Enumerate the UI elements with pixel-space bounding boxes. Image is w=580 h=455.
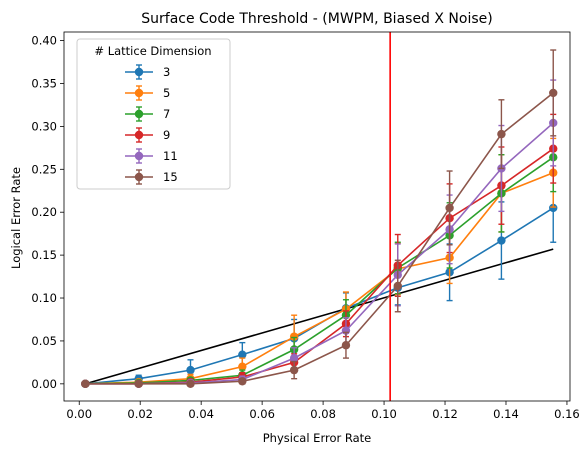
- x-tick-label: 0.04: [188, 407, 214, 421]
- legend-label: 15: [163, 170, 178, 184]
- legend-marker: [134, 151, 144, 161]
- data-point: [549, 203, 558, 213]
- legend: # Lattice Dimension 3 5 7 9 11 15: [76, 38, 231, 190]
- y-tick-label: 0.40: [31, 34, 57, 48]
- y-axis-label: Logical Error Rate: [9, 167, 23, 269]
- x-tick-label: 0.08: [310, 407, 336, 421]
- series-line: [85, 171, 554, 385]
- data-point: [393, 281, 402, 291]
- y-tick-label: 0.00: [31, 377, 57, 391]
- y-tick-label: 0.30: [31, 119, 57, 133]
- legend-title: # Lattice Dimension: [94, 44, 211, 58]
- legend-marker: [134, 88, 144, 98]
- x-tick-label: 0.16: [554, 407, 580, 421]
- data-point: [238, 362, 247, 371]
- x-tick-label: 0.12: [432, 407, 458, 421]
- data-point: [289, 365, 299, 375]
- series-line: [85, 92, 554, 385]
- axes-frame: [63, 31, 571, 402]
- data-point: [238, 377, 247, 386]
- y-tick-label: 0.25: [31, 162, 57, 176]
- series-line: [85, 156, 554, 385]
- y-tick-label: 0.20: [31, 205, 57, 219]
- data-point: [289, 353, 299, 363]
- y-tick-label: 0.05: [31, 334, 57, 348]
- legend-marker: [134, 109, 144, 119]
- series-15: [81, 49, 558, 389]
- data-point: [341, 341, 351, 350]
- legend-label: 3: [163, 65, 170, 79]
- legend-marker: [134, 67, 144, 77]
- x-tick-label: 0.06: [249, 407, 275, 421]
- data-point: [549, 88, 558, 98]
- legend-marker: [134, 130, 144, 140]
- data-point: [238, 350, 247, 359]
- reference-line: [85, 248, 554, 385]
- data-point: [497, 129, 506, 139]
- legend-label: 11: [163, 149, 178, 163]
- x-axis-label: Physical Error Rate: [263, 431, 372, 445]
- x-tick-label: 0.00: [66, 407, 92, 421]
- x-tick-label: 0.14: [493, 407, 519, 421]
- y-tick-label: 0.35: [31, 76, 57, 90]
- x-tick-label: 0.10: [371, 407, 397, 421]
- data-point: [289, 332, 299, 341]
- y-tick-label: 0.10: [31, 291, 57, 305]
- y-tick-label: 0.15: [31, 248, 57, 262]
- data-point: [445, 203, 454, 213]
- data-point: [497, 236, 506, 245]
- legend-label: 7: [163, 107, 170, 121]
- data-point: [186, 365, 195, 375]
- plot-area: 0.00 0.02 0.04 0.06 0.08 0.10 0.12 0.14 0.16 0.00…: [31, 31, 580, 421]
- data-point: [134, 379, 143, 389]
- x-tick-label: 0.02: [127, 407, 153, 421]
- data-point: [81, 379, 90, 389]
- legend-box: [76, 38, 231, 190]
- chart-title: Surface Code Threshold - (MWPM, Biased X…: [141, 11, 492, 27]
- legend-marker: [134, 172, 144, 182]
- legend-label: 9: [163, 128, 170, 142]
- data-point: [186, 379, 195, 389]
- legend-label: 5: [163, 86, 170, 100]
